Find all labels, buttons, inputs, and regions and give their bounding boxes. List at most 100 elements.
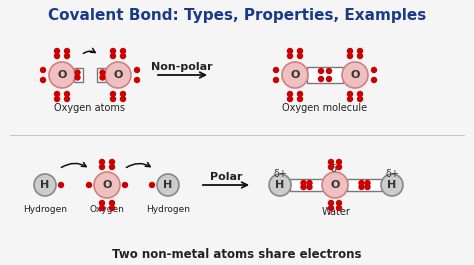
Text: Oxygen molecule: Oxygen molecule [283, 103, 367, 113]
Circle shape [288, 54, 292, 59]
Circle shape [122, 183, 128, 188]
Circle shape [328, 201, 334, 205]
Circle shape [55, 96, 60, 101]
Circle shape [328, 165, 334, 170]
Circle shape [273, 77, 279, 82]
Circle shape [319, 77, 323, 82]
Circle shape [120, 96, 126, 101]
Circle shape [337, 205, 341, 210]
Text: O: O [113, 70, 123, 80]
Circle shape [105, 62, 131, 88]
Circle shape [100, 201, 104, 205]
Circle shape [109, 165, 115, 170]
Circle shape [357, 48, 363, 54]
Circle shape [337, 160, 341, 165]
Text: O: O [57, 70, 67, 80]
Circle shape [269, 174, 291, 196]
Circle shape [55, 91, 60, 96]
Circle shape [365, 180, 370, 185]
Circle shape [381, 174, 403, 196]
Text: δ-: δ- [330, 164, 340, 174]
Circle shape [55, 48, 60, 54]
Circle shape [337, 201, 341, 205]
Circle shape [86, 183, 91, 188]
Circle shape [135, 77, 139, 82]
Text: O: O [290, 70, 300, 80]
Circle shape [307, 184, 312, 189]
Circle shape [288, 91, 292, 96]
Circle shape [110, 91, 116, 96]
Circle shape [100, 205, 104, 210]
Text: Oxygen atoms: Oxygen atoms [55, 103, 126, 113]
Bar [97, 68, 106, 82]
Circle shape [64, 54, 70, 59]
Circle shape [100, 75, 105, 80]
Text: O: O [330, 180, 340, 190]
Circle shape [347, 54, 353, 59]
Circle shape [100, 165, 104, 170]
Circle shape [372, 77, 376, 82]
Text: Two non-metal atoms share electrons: Two non-metal atoms share electrons [112, 248, 362, 261]
Circle shape [110, 48, 116, 54]
Text: Water: Water [321, 207, 350, 217]
Circle shape [100, 160, 104, 165]
Text: Hydrogen: Hydrogen [23, 205, 67, 214]
Circle shape [322, 172, 348, 198]
Text: Covalent Bond: Types, Properties, Examples: Covalent Bond: Types, Properties, Exampl… [48, 8, 426, 23]
Circle shape [301, 184, 306, 189]
Circle shape [337, 165, 341, 170]
Text: O: O [350, 70, 360, 80]
Circle shape [327, 77, 331, 82]
Circle shape [298, 54, 302, 59]
Text: δ+: δ+ [385, 169, 399, 179]
Circle shape [301, 180, 306, 185]
Circle shape [120, 48, 126, 54]
Circle shape [342, 62, 368, 88]
Circle shape [307, 180, 312, 185]
Circle shape [40, 68, 46, 73]
Circle shape [359, 184, 364, 189]
Circle shape [64, 48, 70, 54]
Circle shape [109, 205, 115, 210]
Circle shape [94, 172, 120, 198]
Bar [74, 68, 83, 82]
Bar [307, 67, 343, 83]
Circle shape [58, 183, 64, 188]
Circle shape [347, 91, 353, 96]
Circle shape [273, 68, 279, 73]
Circle shape [157, 174, 179, 196]
Circle shape [149, 183, 155, 188]
Circle shape [365, 184, 370, 189]
Circle shape [109, 160, 115, 165]
Circle shape [298, 96, 302, 101]
Circle shape [135, 68, 139, 73]
Circle shape [75, 75, 80, 80]
Circle shape [282, 62, 308, 88]
Circle shape [328, 205, 334, 210]
Circle shape [327, 68, 331, 73]
Text: H: H [387, 180, 397, 190]
Circle shape [347, 48, 353, 54]
Bar [290, 179, 323, 191]
Circle shape [55, 54, 60, 59]
Circle shape [319, 68, 323, 73]
Circle shape [120, 91, 126, 96]
Circle shape [100, 70, 105, 75]
Text: Non-polar: Non-polar [151, 62, 213, 72]
Circle shape [110, 96, 116, 101]
Circle shape [49, 62, 75, 88]
Circle shape [110, 54, 116, 59]
Circle shape [298, 48, 302, 54]
Circle shape [357, 91, 363, 96]
Circle shape [298, 91, 302, 96]
Circle shape [372, 68, 376, 73]
Bar [347, 179, 382, 191]
Text: Hydrogen: Hydrogen [146, 205, 190, 214]
Text: Oxygen: Oxygen [90, 205, 125, 214]
Text: δ+: δ+ [273, 169, 287, 179]
Circle shape [64, 96, 70, 101]
Circle shape [359, 180, 364, 185]
Circle shape [120, 54, 126, 59]
Circle shape [347, 96, 353, 101]
Text: Polar: Polar [210, 172, 242, 182]
